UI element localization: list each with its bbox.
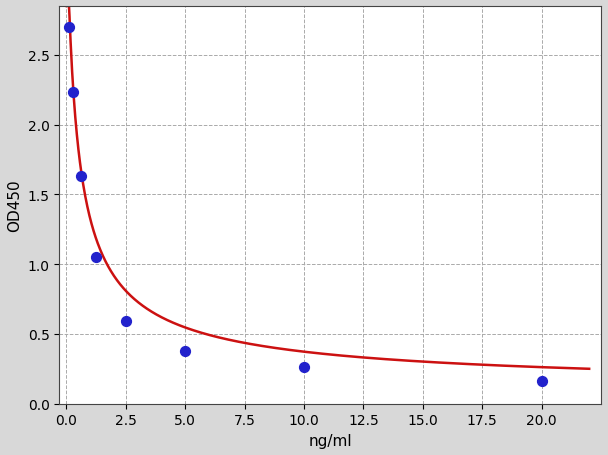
X-axis label: ng/ml: ng/ml bbox=[308, 433, 352, 448]
Point bbox=[537, 378, 547, 385]
Point bbox=[91, 254, 101, 261]
Y-axis label: OD450: OD450 bbox=[7, 179, 22, 232]
Point bbox=[77, 173, 86, 181]
Point bbox=[299, 364, 309, 371]
Point bbox=[181, 347, 190, 354]
Point bbox=[64, 24, 74, 31]
Point bbox=[121, 318, 131, 325]
Point bbox=[69, 90, 78, 97]
